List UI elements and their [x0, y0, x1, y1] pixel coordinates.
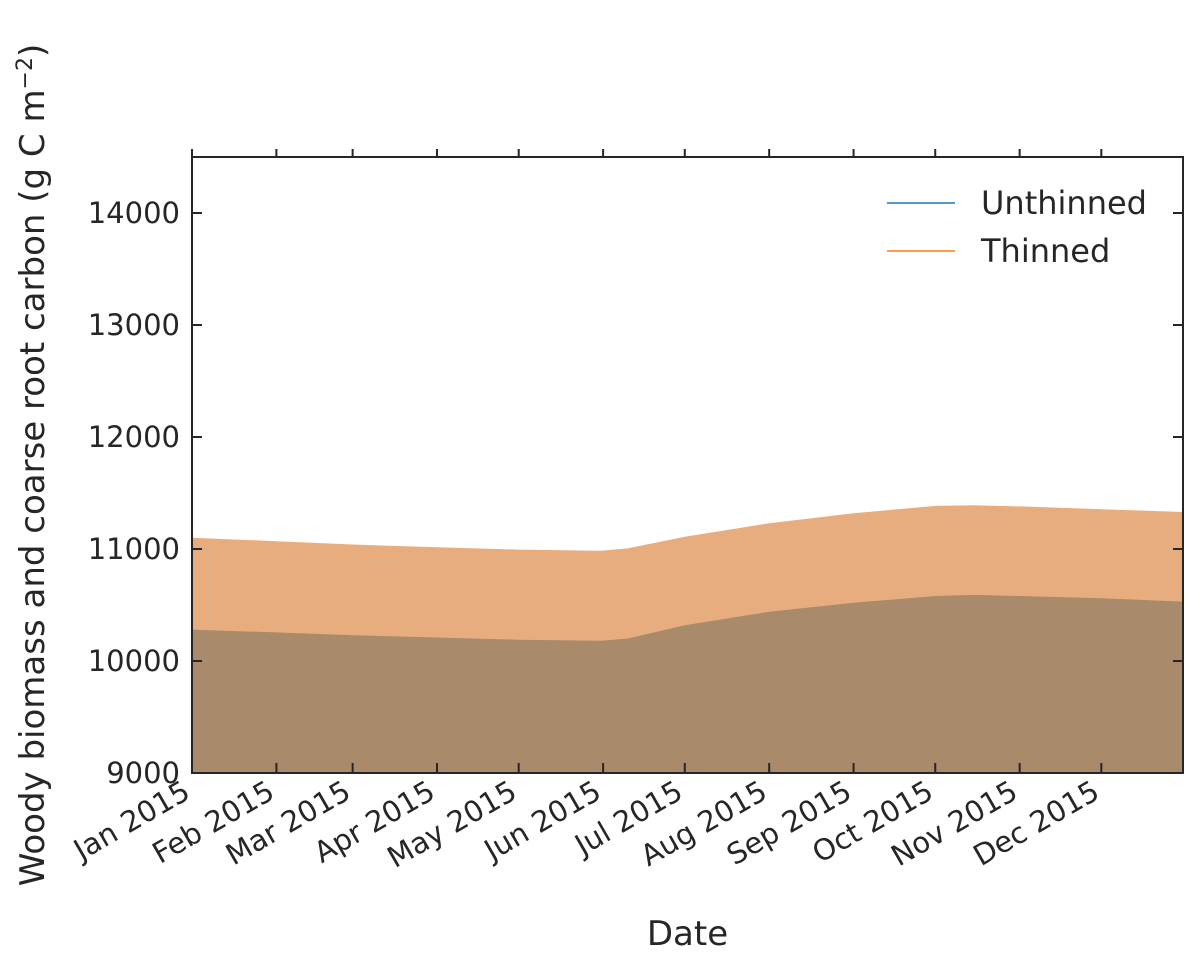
area-unthinned: [192, 594, 1183, 773]
y-tick-label: 10000: [88, 644, 180, 678]
y-axis-title-superscript: −2: [13, 57, 38, 89]
y-axis-title-main: Woody biomass and coarse root carbon (g …: [13, 89, 53, 886]
y-axis: 9000 10000 11000 12000 13000 14000: [88, 196, 1183, 790]
legend-label-thinned: Thinned: [980, 232, 1110, 270]
y-tick-label: 9000: [106, 756, 180, 790]
y-tick-label: 14000: [88, 196, 180, 230]
y-tick-label: 13000: [88, 308, 180, 342]
y-tick-label: 11000: [88, 532, 180, 566]
plot-frame: [191, 156, 1184, 774]
y-axis-title: Woody biomass and coarse root carbon (g …: [13, 44, 53, 887]
legend: Unthinned Thinned: [887, 184, 1147, 270]
series-areas: [192, 505, 1183, 773]
y-tick-label: 12000: [88, 420, 180, 454]
x-axis-title: Date: [647, 914, 728, 954]
y-axis-title-close: ): [13, 44, 53, 57]
legend-label-unthinned: Unthinned: [981, 184, 1147, 222]
